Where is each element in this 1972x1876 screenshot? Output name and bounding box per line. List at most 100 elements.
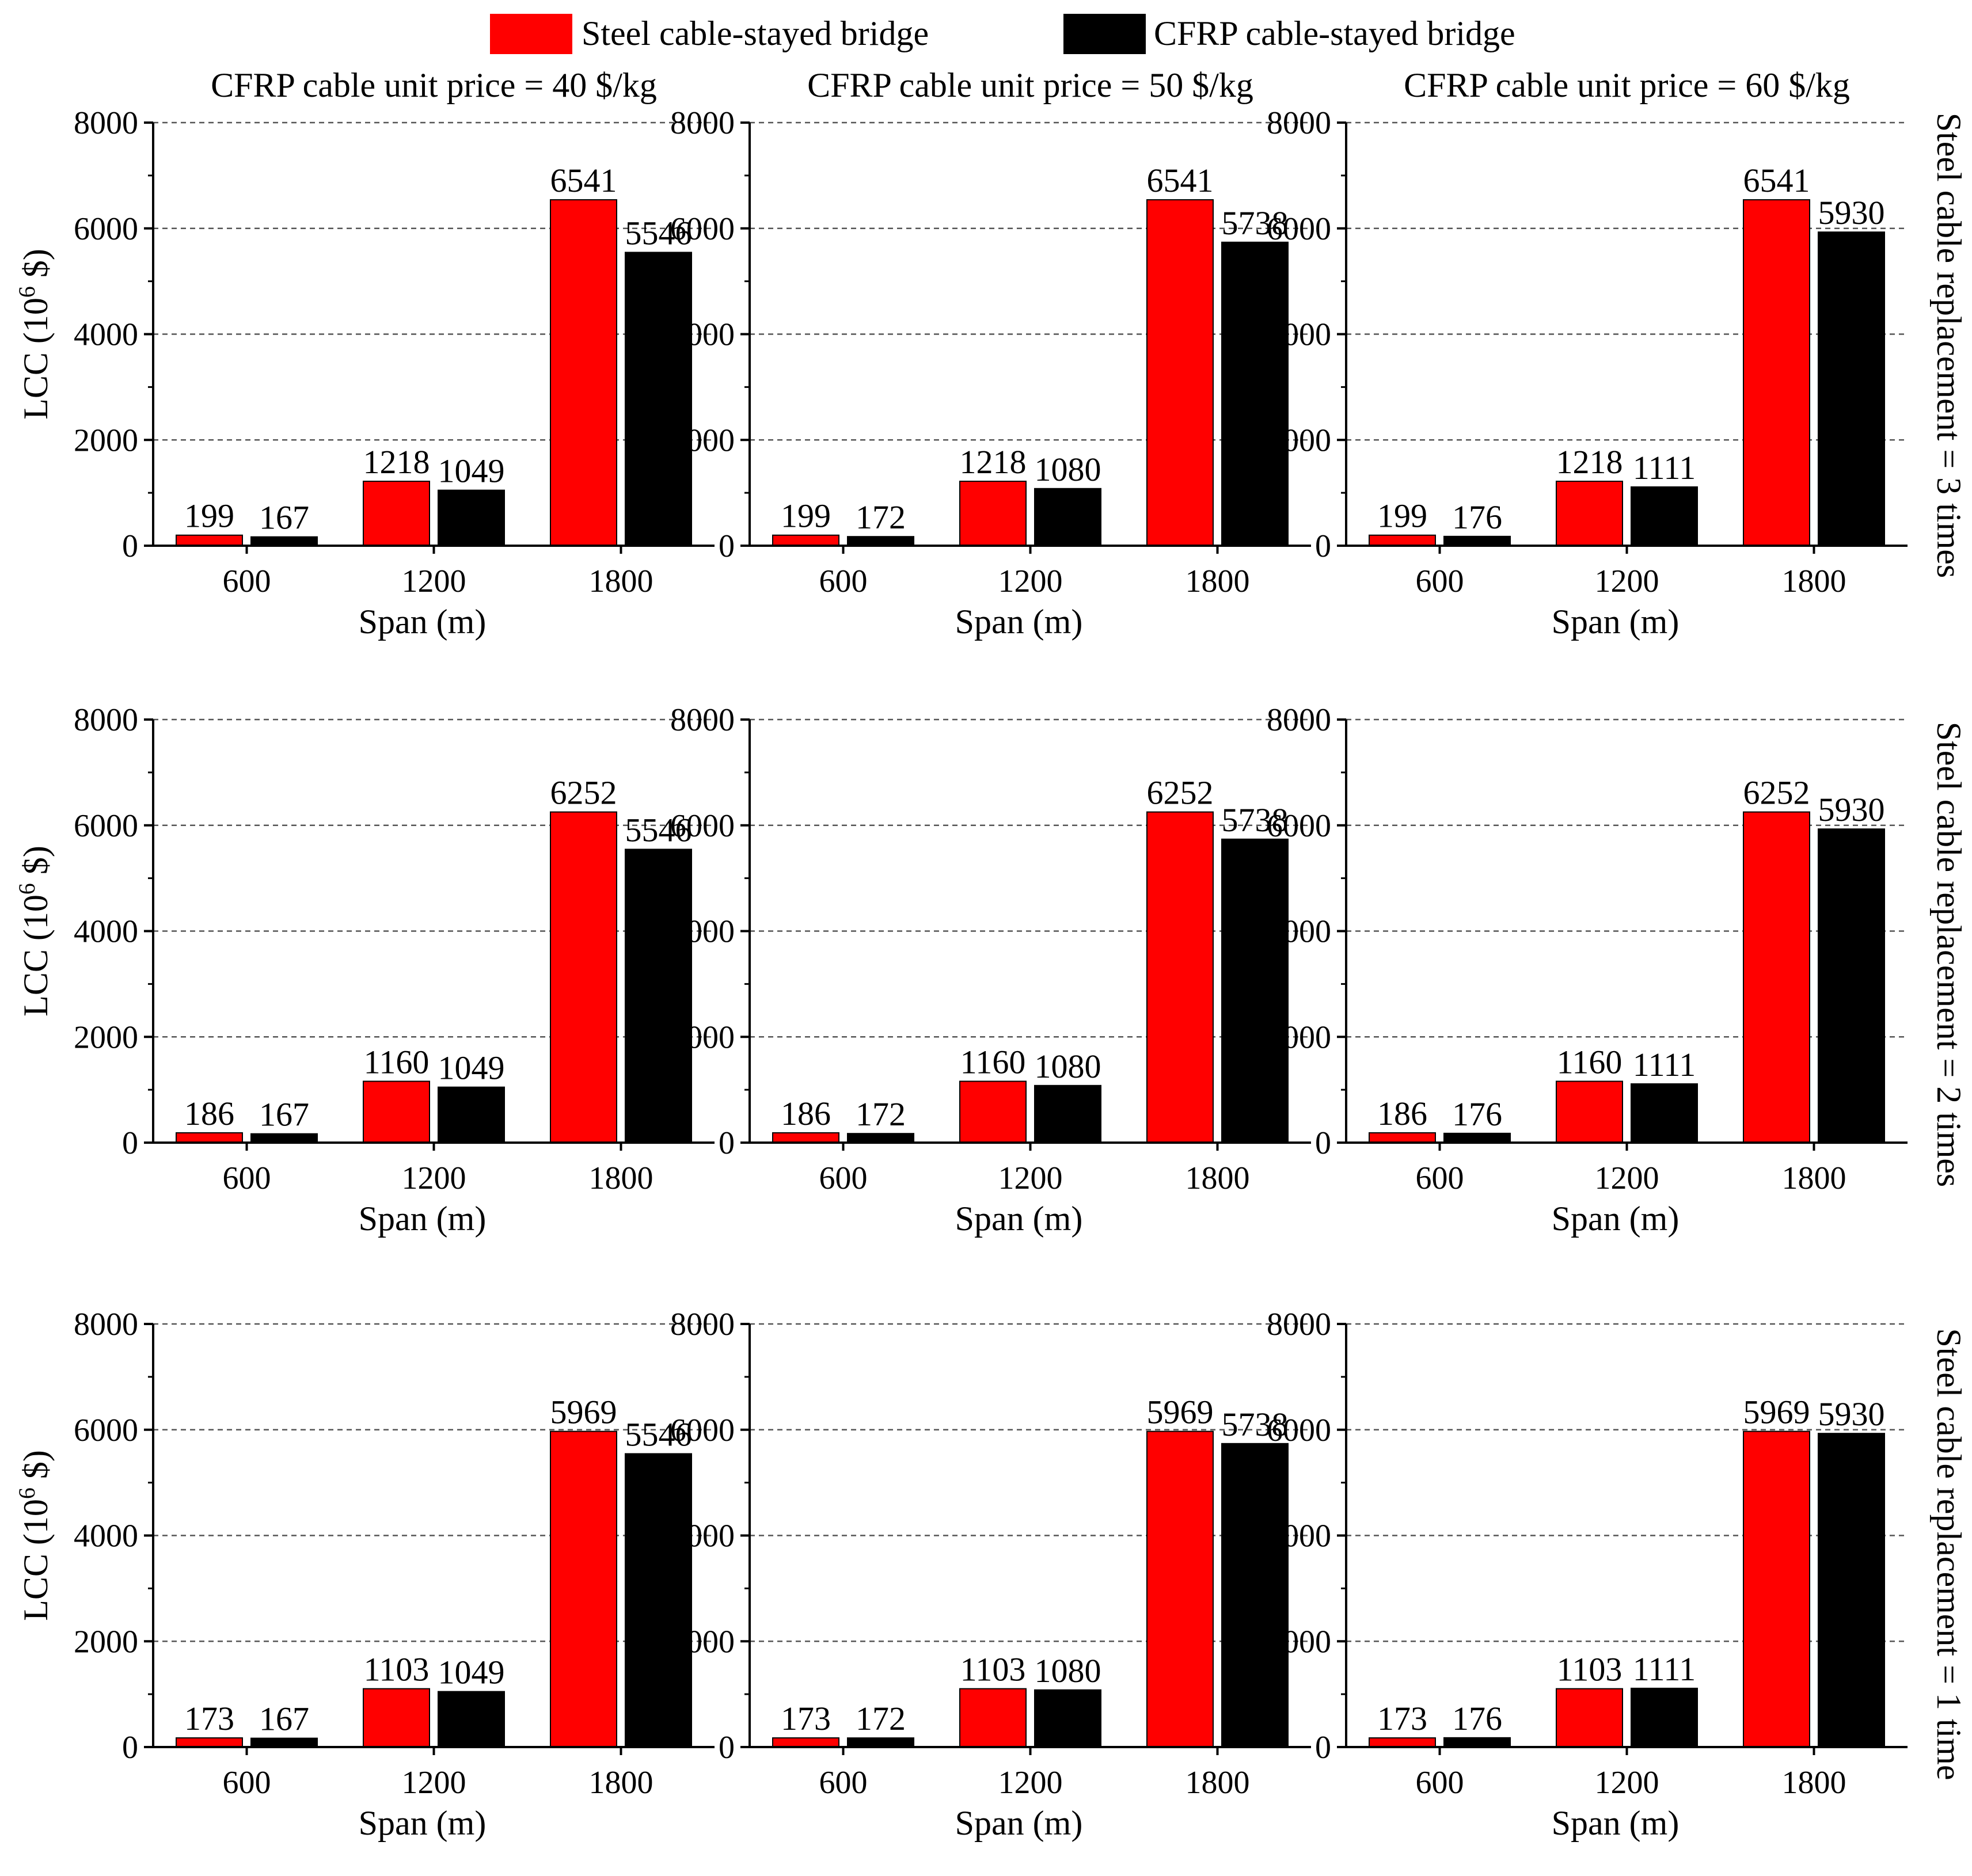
bar-cfrp <box>1443 1737 1511 1748</box>
data-label: 5546 <box>625 214 692 252</box>
legend-label-steel: Steel cable-stayed bridge <box>582 14 929 52</box>
bar-cfrp <box>1034 1084 1101 1144</box>
y-tick-label: 4000 <box>670 914 735 950</box>
x-axis-label: Span (m) <box>955 603 1083 641</box>
y-tick-label: 2000 <box>1267 1019 1331 1055</box>
x-tick-label: 1800 <box>1782 1765 1846 1801</box>
data-label: 186 <box>1377 1095 1427 1132</box>
y-axis-label: LCC (106 $) <box>14 249 55 420</box>
bar-steel <box>1556 481 1623 546</box>
bar-cfrp <box>438 1086 505 1144</box>
bar-cfrp <box>847 1737 914 1748</box>
bar-cfrp <box>625 252 692 546</box>
y-axis-label: LCC (106 $) <box>14 846 55 1017</box>
x-tick-label: 600 <box>223 1765 271 1801</box>
y-tick-label: 4000 <box>74 1519 138 1554</box>
y-tick-label: 8000 <box>670 702 735 738</box>
x-axis-label: Span (m) <box>1552 603 1680 641</box>
bar-steel <box>772 1132 839 1144</box>
y-tick-label: 0 <box>719 528 735 564</box>
x-tick-label: 1200 <box>1595 1160 1659 1196</box>
data-label: 199 <box>1377 497 1427 535</box>
y-tick-label: 4000 <box>1267 1519 1331 1554</box>
bar-steel <box>1146 811 1214 1144</box>
y-axis-label: LCC (106 $) <box>14 1450 55 1621</box>
data-label: 5930 <box>1818 194 1885 231</box>
bar-steel <box>959 481 1027 546</box>
legend-label-cfrp: CFRP cable-stayed bridge <box>1154 14 1515 52</box>
column-title: CFRP cable unit price = 50 $/kg <box>807 66 1253 104</box>
y-tick-label: 6000 <box>1267 1413 1331 1448</box>
data-label: 173 <box>1377 1700 1427 1737</box>
data-label: 1049 <box>438 452 505 490</box>
bar-steel <box>1369 1132 1436 1144</box>
data-label: 5969 <box>1743 1394 1810 1431</box>
data-label: 172 <box>856 1095 906 1133</box>
y-tick-label: 0 <box>719 1125 735 1161</box>
x-tick-label: 600 <box>1416 1160 1464 1196</box>
data-label: 167 <box>259 1096 309 1133</box>
x-tick-label: 600 <box>223 564 271 599</box>
data-label: 6541 <box>550 162 617 199</box>
data-label: 176 <box>1452 1700 1502 1737</box>
bar-steel <box>550 1430 617 1748</box>
data-label: 172 <box>856 499 906 536</box>
bar-steel <box>1743 1430 1810 1748</box>
bar-steel <box>772 1737 839 1748</box>
bar-steel <box>1556 1688 1623 1748</box>
bar-steel <box>176 534 243 546</box>
y-tick-label: 2000 <box>670 1624 735 1660</box>
data-label: 172 <box>856 1700 906 1737</box>
x-axis-label: Span (m) <box>359 603 487 641</box>
bar-steel <box>363 481 430 546</box>
x-tick-label: 1800 <box>1186 1765 1250 1801</box>
panel: 173 1103 5969 172 1080 5738 0 2000 4000 6000 8000 6… <box>670 1307 1311 1842</box>
y-tick-label: 8000 <box>1267 702 1331 738</box>
y-tick-label: 2000 <box>74 423 138 458</box>
data-label: 167 <box>259 1700 309 1738</box>
data-label: 1103 <box>364 1651 430 1688</box>
x-axis-label: Span (m) <box>955 1200 1083 1238</box>
data-label: 1103 <box>960 1651 1026 1688</box>
y-tick-label: 4000 <box>74 914 138 950</box>
bar-steel <box>1369 1737 1436 1748</box>
bar-cfrp <box>1631 486 1698 547</box>
y-tick-label: 2000 <box>670 423 735 458</box>
y-tick-label: 6000 <box>670 808 735 844</box>
bar-cfrp <box>1443 535 1511 547</box>
row-title: Steel cable replacement = 2 times <box>1930 722 1968 1188</box>
y-tick-label: 4000 <box>670 1519 735 1554</box>
y-tick-label: 6000 <box>1267 808 1331 844</box>
x-tick-label: 1200 <box>1595 1765 1659 1801</box>
bar-cfrp <box>625 1453 692 1748</box>
bar-cfrp <box>1631 1083 1698 1144</box>
data-label: 199 <box>184 497 234 535</box>
x-tick-label: 600 <box>819 1765 868 1801</box>
data-label: 6252 <box>1147 774 1214 812</box>
data-label: 5546 <box>625 1415 692 1453</box>
data-label: 6252 <box>1743 774 1810 812</box>
y-tick-label: 0 <box>122 1125 138 1161</box>
data-label: 176 <box>1452 499 1502 536</box>
data-label: 1103 <box>1557 1651 1623 1688</box>
y-tick-label: 4000 <box>1267 317 1331 353</box>
bar-cfrp <box>847 536 914 547</box>
column-title: CFRP cable unit price = 60 $/kg <box>1404 66 1850 104</box>
y-tick-label: 6000 <box>74 1413 138 1448</box>
data-label: 173 <box>781 1700 831 1737</box>
y-tick-label: 6000 <box>74 211 138 247</box>
data-label: 1111 <box>1633 449 1696 486</box>
y-tick-label: 8000 <box>74 1307 138 1342</box>
bar-cfrp <box>1034 488 1101 547</box>
bar-steel <box>959 1688 1027 1748</box>
bar-cfrp <box>250 1737 318 1748</box>
data-label: 5930 <box>1818 791 1885 828</box>
data-label: 176 <box>1452 1095 1502 1133</box>
data-label: 6541 <box>1743 162 1810 199</box>
panel: 199 1218 6541 167 1049 5546 0 2000 4000 6000 8000 6… <box>14 105 715 641</box>
y-tick-label: 6000 <box>1267 211 1331 247</box>
bar-steel <box>1556 1080 1623 1144</box>
y-tick-label: 0 <box>719 1730 735 1765</box>
bar-cfrp <box>250 536 318 546</box>
